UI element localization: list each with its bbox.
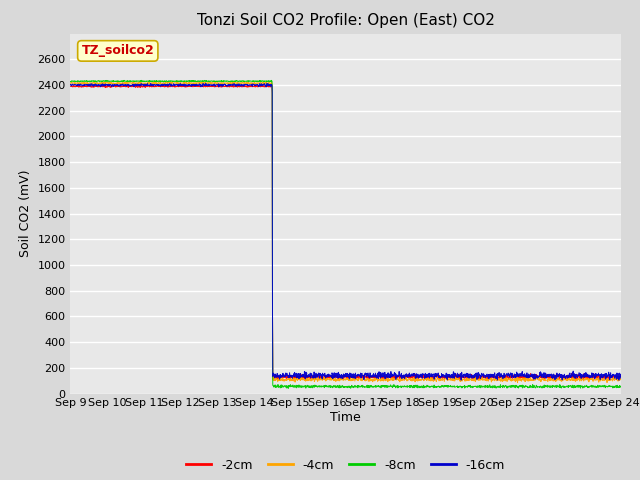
Title: Tonzi Soil CO2 Profile: Open (East) CO2: Tonzi Soil CO2 Profile: Open (East) CO2 xyxy=(196,13,495,28)
X-axis label: Time: Time xyxy=(330,411,361,424)
Y-axis label: Soil CO2 (mV): Soil CO2 (mV) xyxy=(19,170,32,257)
Text: TZ_soilco2: TZ_soilco2 xyxy=(81,44,154,58)
Legend: -2cm, -4cm, -8cm, -16cm: -2cm, -4cm, -8cm, -16cm xyxy=(181,454,510,477)
